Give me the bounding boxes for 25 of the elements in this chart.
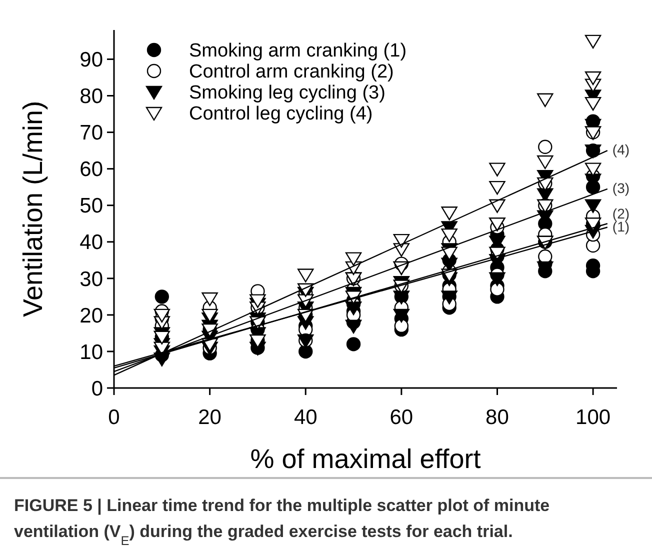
- y-tick-label: 60: [80, 158, 103, 182]
- y-tick-label: 80: [80, 85, 103, 108]
- legend-label: Smoking arm cranking (1): [189, 40, 407, 62]
- x-tick-label: 100: [576, 406, 611, 429]
- y-tick-label: 50: [80, 194, 103, 218]
- y-tick-label: 20: [80, 304, 103, 328]
- y-tick-label: 10: [80, 340, 103, 364]
- x-tick-label: 20: [198, 406, 222, 429]
- x-tick-label: 60: [390, 406, 414, 429]
- y-tick-label: 70: [80, 122, 103, 145]
- series-label: (4): [612, 142, 630, 158]
- legend-label: Control leg cycling (4): [189, 104, 373, 125]
- y-axis-title: Ventilation (L/min): [18, 100, 48, 318]
- x-tick-label: 0: [108, 406, 120, 429]
- caption: FIGURE 5 | Linear time trend for the multiple scatter plot of minute ventilation (V$_{E}$) during the graded exercise tests for each trial.: [14, 496, 550, 548]
- x-axis-title: % of maximal effort: [250, 444, 482, 474]
- x-tick-label: 40: [294, 406, 318, 429]
- legend-label: Control arm cranking (2): [189, 62, 394, 83]
- y-tick-label: 0: [91, 377, 103, 400]
- y-tick-label: 40: [80, 231, 103, 254]
- y-tick-label: 30: [80, 268, 103, 291]
- legend-label: Smoking leg cycling (3): [189, 82, 386, 104]
- y-tick-label: 90: [80, 48, 103, 72]
- series-label: (3): [612, 180, 630, 196]
- x-tick-label: 80: [486, 406, 509, 429]
